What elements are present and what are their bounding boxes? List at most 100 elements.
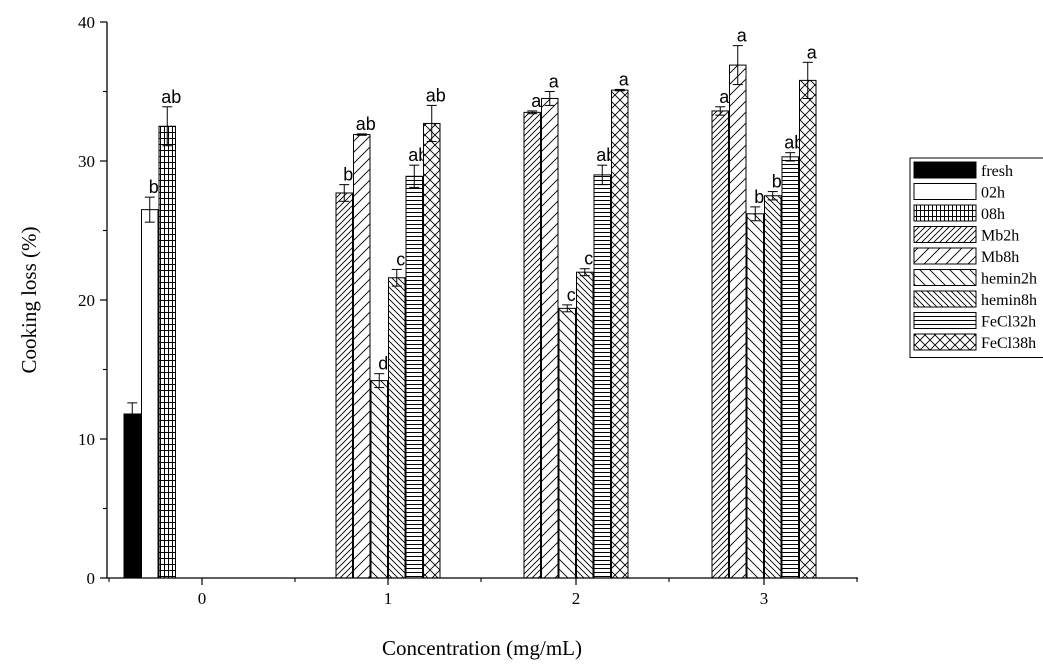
bar-hemin2h-c2-significance-label: c <box>567 285 576 305</box>
legend-item-mb8h: Mb8h <box>913 247 1019 266</box>
bar-hemin8h-c3-errorbar <box>767 191 778 201</box>
x-tick-label-0: 0 <box>198 589 207 608</box>
bar-hemin8h-c3 <box>764 195 782 579</box>
bar-fecl38h-c3 <box>799 79 817 579</box>
bar-hemin2h-c3-errorbar <box>750 206 761 222</box>
bar-mb2h-c3-significance-label: a <box>719 87 730 107</box>
bar-mb2h-c3 <box>711 110 729 579</box>
bar-fresh-c0 <box>123 413 141 579</box>
legend-swatch-mb2h <box>913 226 977 243</box>
bar-fecl38h-c1-significance-label: ab <box>426 85 446 105</box>
bar-08h-c0-significance-label: ab <box>161 87 181 107</box>
bar-mb8h-c1 <box>353 134 371 579</box>
legend-swatch-hemin8h <box>913 290 977 308</box>
bar-fecl38h-c3-errorbar <box>802 61 813 99</box>
legend-item-fecl32h: FeCl32h <box>913 312 1036 331</box>
legend-label-08h: 08h <box>981 206 1005 223</box>
bar-fecl38h-c3-significance-label: a <box>807 42 818 62</box>
legend-swatch-fecl32h <box>913 312 977 329</box>
bar-fecl38h-c1 <box>423 122 441 579</box>
bar-mb8h-c3-significance-label: a <box>737 26 748 46</box>
bar-mb2h-c1 <box>335 192 353 579</box>
bar-02h-c0-significance-label: b <box>149 177 159 197</box>
bar-hemin8h-c1 <box>388 277 406 579</box>
bar-fresh-c0-errorbar <box>127 402 138 426</box>
legend-label-hemin8h: hemin8h <box>981 292 1037 309</box>
legend-label-02h: 02h <box>981 185 1005 202</box>
bar-hemin2h-c1-errorbar <box>374 373 385 389</box>
bar-mb2h-c2 <box>523 111 541 579</box>
legend-item-mb2h: Mb2h <box>913 226 1019 245</box>
x-tick-label-2: 2 <box>572 589 581 608</box>
bar-fecl38h-c1-errorbar <box>426 104 437 143</box>
bar-fecl38h-c2-significance-label: a <box>619 69 630 89</box>
bar-mb8h-c1-significance-label: ab <box>356 114 376 134</box>
bar-fecl32h-c1-errorbar <box>409 164 420 188</box>
y-axis-title: Cooking loss (%) <box>17 226 41 373</box>
legend-item-08h: 08h <box>913 204 1005 223</box>
bar-02h-c0-errorbar <box>144 196 155 223</box>
axes-layer: 0 10 20 30 40 0 1 2 3 Concentration (mg/mL) Cookin… <box>17 13 858 660</box>
bar-fecl38h-c2 <box>611 89 629 579</box>
bar-fecl32h-c3-errorbar <box>785 152 796 162</box>
bar-hemin8h-c2 <box>576 271 594 579</box>
legend-swatch-mb8h <box>913 247 977 265</box>
bar-mb2h-c1-errorbar <box>339 184 350 202</box>
legend-item-hemin8h: hemin8h <box>913 290 1037 309</box>
y-tick-label-20: 20 <box>78 291 95 310</box>
x-axis-title: Concentration (mg/mL) <box>382 636 582 660</box>
bar-fecl32h-c2-errorbar <box>597 164 608 186</box>
legend: fresh 02h 08h Mb2h Mb8h hemin2h hemin8h FeCl32h… <box>909 157 1043 358</box>
legend-swatch-08h <box>913 204 977 222</box>
bar-mb8h-c1-errorbar <box>356 133 367 136</box>
x-tick-label-3: 3 <box>760 589 769 608</box>
bar-mb8h-c2-errorbar <box>544 91 555 106</box>
bar-02h-c0 <box>141 209 159 579</box>
bar-hemin2h-c2-errorbar <box>562 304 573 313</box>
bar-mb2h-c3-errorbar <box>715 106 726 116</box>
bar-mb2h-c2-errorbar <box>527 110 538 115</box>
legend-item-hemin2h: hemin2h <box>913 269 1037 288</box>
bar-hemin8h-c2-significance-label: c <box>584 249 593 269</box>
bar-hemin8h-c3-significance-label: b <box>772 172 782 192</box>
bar-hemin2h-c3-significance-label: b <box>754 187 764 207</box>
bar-mb2h-c2-significance-label: a <box>531 91 542 111</box>
bar-hemin2h-c1 <box>370 380 388 579</box>
bar-hemin8h-c2-errorbar <box>579 268 590 277</box>
legend-label-fresh: fresh <box>981 163 1013 180</box>
bar-08h-c0-errorbar <box>162 106 173 147</box>
legend-item-fecl38h: FeCl38h <box>913 333 1036 352</box>
legend-label-mb8h: Mb8h <box>981 249 1019 266</box>
bar-hemin2h-c3 <box>746 213 764 579</box>
legend-swatch-02h <box>913 183 977 200</box>
bar-hemin2h-c1-significance-label: d <box>378 354 388 374</box>
bar-fecl38h-c2-errorbar <box>614 88 625 92</box>
bar-mb2h-c1-significance-label: b <box>343 165 353 185</box>
bar-hemin8h-c1-errorbar <box>391 268 402 287</box>
legend-swatch-fresh <box>913 161 977 179</box>
bar-mb8h-c2-significance-label: a <box>549 72 560 92</box>
legend-item-02h: 02h <box>913 183 1005 202</box>
legend-label-fecl32h: FeCl32h <box>981 314 1036 331</box>
x-tick-label-1: 1 <box>384 589 393 608</box>
bar-fecl32h-c2 <box>593 174 611 579</box>
y-tick-label-40: 40 <box>78 13 95 32</box>
bar-mb8h-c2 <box>541 97 559 579</box>
bar-fecl32h-c1 <box>405 175 423 579</box>
legend-swatch-fecl38h <box>913 333 977 351</box>
bar-mb8h-c3-errorbar <box>732 45 743 86</box>
bar-hemin2h-c2 <box>558 307 576 579</box>
y-tick-label-0: 0 <box>87 569 96 588</box>
legend-swatch-hemin2h <box>913 269 977 286</box>
y-tick-label-10: 10 <box>78 430 95 449</box>
bar-hemin8h-c1-significance-label: c <box>396 249 405 269</box>
legend-label-fecl38h: FeCl38h <box>981 335 1036 352</box>
legend-item-fresh: fresh <box>913 161 1013 180</box>
legend-label-hemin2h: hemin2h <box>981 271 1037 288</box>
bar-08h-c0 <box>158 125 176 579</box>
bar-mb8h-c3 <box>729 64 747 579</box>
bar-fecl32h-c3 <box>781 156 799 579</box>
legend-label-mb2h: Mb2h <box>981 228 1019 245</box>
